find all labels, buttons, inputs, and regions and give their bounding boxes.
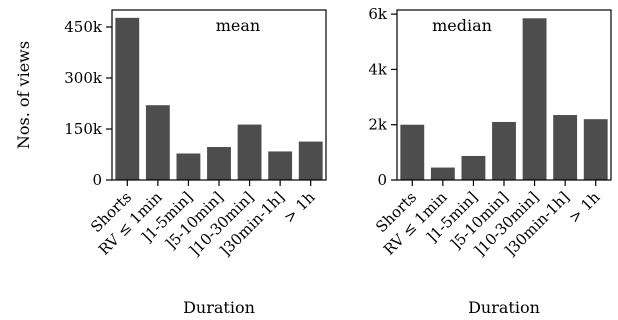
y-tick-label: 150k <box>64 120 103 138</box>
bar-median-3 <box>492 121 516 180</box>
bar-mean-5 <box>268 151 293 180</box>
bar-mean-2 <box>176 153 201 180</box>
bar-mean-6 <box>298 141 323 180</box>
bar-median-4 <box>522 18 547 180</box>
y-tick-label: 0 <box>377 171 387 189</box>
y-tick-label: 6k <box>368 5 388 23</box>
y-tick-label: 450k <box>64 18 103 36</box>
bar-median-5 <box>553 115 578 180</box>
bar-median-1 <box>430 167 455 180</box>
x-axis-label: Duration <box>183 298 255 317</box>
bar-median-6 <box>583 119 608 180</box>
y-tick-label: 4k <box>368 60 388 78</box>
y-axis-label: Nos. of views <box>14 41 33 149</box>
y-tick-label: 300k <box>64 69 103 87</box>
bar-median-0 <box>400 124 425 180</box>
bar-mean-4 <box>237 124 262 180</box>
bar-mean-3 <box>207 147 231 180</box>
y-tick-label: 0 <box>92 171 102 189</box>
panel-title: mean <box>216 16 260 35</box>
y-tick-label: 2k <box>368 116 388 134</box>
panel-title: median <box>432 16 492 35</box>
x-tick-label: > 1h <box>280 188 319 227</box>
bar-median-2 <box>461 155 486 180</box>
x-axis-label: Duration <box>468 298 540 317</box>
x-tick-label: > 1h <box>565 188 604 227</box>
bar-mean-0 <box>115 17 140 180</box>
bar-mean-1 <box>145 105 170 180</box>
